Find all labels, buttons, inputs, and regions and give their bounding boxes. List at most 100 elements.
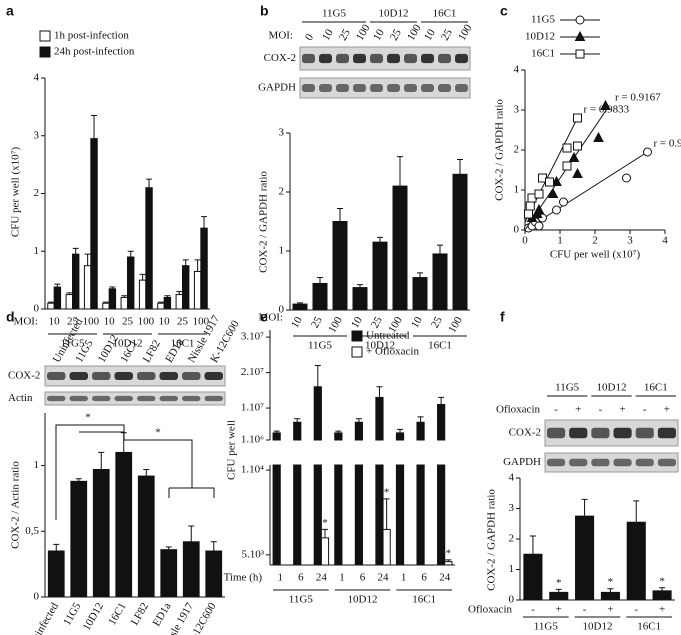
bar	[182, 541, 200, 598]
x-prefix: MOI:	[259, 312, 283, 324]
point	[552, 205, 561, 215]
lane-label: 25	[388, 27, 404, 43]
bar	[157, 302, 165, 310]
x-tick-label: 3	[627, 235, 633, 247]
blot-band	[404, 53, 417, 64]
blot-row-label: GAPDH	[503, 456, 541, 468]
error-bar	[457, 159, 463, 175]
bar	[437, 404, 446, 441]
error-bar	[297, 302, 303, 305]
bar	[120, 296, 129, 310]
blot-band	[353, 53, 366, 64]
error-bar	[188, 525, 195, 542]
point	[572, 167, 583, 178]
error-bar	[194, 259, 201, 272]
blot-band	[159, 372, 178, 380]
error-bar	[164, 295, 171, 298]
group-label: 10D12	[379, 8, 409, 20]
x-tick-label: +	[556, 604, 562, 616]
blot-band	[421, 53, 434, 64]
blot-band	[404, 84, 417, 92]
x-tick-label: 100	[446, 314, 465, 335]
error-bar	[121, 295, 128, 298]
error-bar	[109, 286, 116, 289]
x-tick-label: LF82	[129, 601, 151, 628]
y-tick-label: 1	[509, 563, 515, 575]
bar	[320, 537, 330, 566]
fit-annotation: r = 0.9167	[615, 92, 661, 104]
point	[547, 187, 559, 198]
lane-label: 10	[371, 27, 387, 43]
error-bar	[438, 396, 445, 405]
bar	[102, 302, 110, 310]
y-tick-label: 1	[34, 245, 40, 257]
error-bar	[383, 498, 390, 530]
group-label: 11G5	[534, 621, 559, 633]
y-axis-label: COX-2 / Actin ratio	[10, 461, 22, 549]
blot-band	[635, 458, 654, 467]
x-tick-label: 24	[439, 572, 451, 584]
bar	[312, 282, 328, 311]
blot-band	[69, 372, 88, 380]
error-bar	[357, 284, 363, 288]
x-tick-label: -	[531, 604, 535, 616]
blot-row-label: COX-2	[509, 427, 541, 439]
blot-band	[47, 372, 66, 380]
error-bar	[72, 247, 79, 255]
bar	[292, 303, 308, 311]
legend-swatch	[39, 30, 51, 42]
blot-band	[657, 458, 676, 467]
y-tick-label: 4	[514, 64, 520, 76]
bar	[392, 185, 408, 311]
y-tick-label: 1	[279, 245, 285, 257]
y-tick-label: 2	[34, 187, 40, 199]
group-label: 11G5	[60, 338, 85, 350]
bar	[108, 288, 117, 310]
blot-row-label: GAPDH	[258, 82, 296, 94]
legend-label: Untreated	[366, 330, 410, 342]
x-tick-label: 25	[67, 316, 79, 328]
group-label: 11G5	[322, 8, 347, 20]
lane-label: -	[599, 404, 603, 416]
legend-swatch	[39, 46, 51, 58]
blot-band	[547, 458, 566, 467]
x-tick-label: 1	[401, 572, 407, 584]
lane-prefix: Ofloxacin	[496, 404, 540, 416]
bar	[272, 464, 281, 566]
y-tick-label: 2	[509, 533, 515, 545]
error-bar	[127, 250, 134, 258]
error-bar	[120, 432, 127, 453]
blot-strip	[44, 365, 226, 387]
bar	[137, 475, 155, 598]
group-label: 11G5	[308, 340, 333, 352]
legend-label: 16C1	[531, 48, 555, 60]
legend-marker	[575, 15, 585, 25]
error-bar	[139, 273, 146, 281]
blot-strip	[299, 77, 471, 99]
error-bar	[377, 236, 383, 243]
error-bar	[98, 451, 105, 470]
blot-band	[569, 458, 588, 467]
error-bar	[157, 301, 164, 304]
bar	[115, 451, 133, 598]
bar	[372, 241, 388, 311]
y-tick-label: 3	[34, 129, 40, 141]
bar	[92, 469, 110, 598]
error-bar	[437, 244, 443, 254]
error-bar	[273, 430, 280, 433]
bar	[332, 221, 348, 311]
x-tick-label: 0	[522, 235, 528, 247]
lane-label: 10	[320, 27, 336, 43]
blot-band	[114, 395, 133, 402]
bar	[83, 265, 92, 310]
x-tick-label: 10D12	[81, 601, 106, 633]
y-tick-label: 0	[509, 594, 515, 606]
blot-band	[302, 53, 315, 64]
error-bar	[445, 559, 452, 562]
y-axis-label: COX-2 / GAPDH ratio	[494, 99, 506, 201]
y-tick-label: 0	[34, 591, 40, 603]
error-bar	[102, 301, 109, 304]
group-label: 16C1	[644, 382, 668, 394]
legend-label: 1h post-infection	[54, 30, 129, 42]
x-tick-label: 6	[421, 572, 427, 584]
